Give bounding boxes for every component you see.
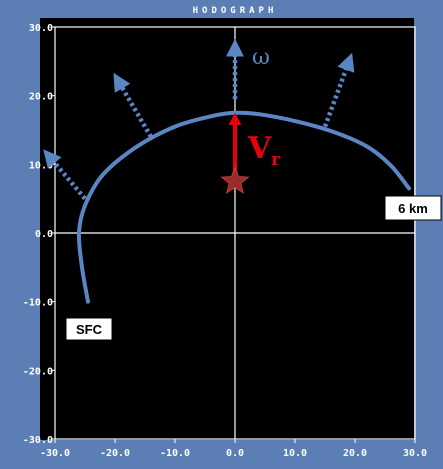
- x-tick-label: -30.0: [40, 448, 70, 459]
- x-tick-label: 30.0: [403, 448, 427, 459]
- y-tick-label: -30.0: [23, 435, 53, 446]
- x-tick-label: -20.0: [100, 448, 130, 459]
- vr-vector: [220, 112, 250, 194]
- y-tick-label: -20.0: [23, 366, 53, 377]
- y-tick-label: 30.0: [29, 23, 53, 34]
- y-tick-label: 10.0: [29, 160, 53, 171]
- x-tick-label: 0.0: [226, 448, 244, 459]
- plot-area: [40, 18, 414, 440]
- chart-title: HODOGRAPH: [193, 6, 278, 16]
- series-layer: [76, 110, 411, 304]
- storm-motion-star: [220, 166, 250, 194]
- vr-label: Vr: [247, 131, 281, 170]
- vorticity-arrows: [43, 38, 355, 201]
- hodograph-line: [76, 110, 411, 304]
- top-label-box: 6 km: [384, 195, 442, 221]
- y-tick-label: 0.0: [35, 229, 53, 240]
- sfc-label-box: SFC: [65, 317, 113, 341]
- x-tick-label: -10.0: [160, 448, 190, 459]
- top-label: 6 km: [398, 201, 428, 216]
- x-tick-label: 10.0: [283, 448, 307, 459]
- y-tick-label: -10.0: [23, 298, 53, 309]
- axis-ticks: -30.0 -20.0 -10.0 0.0 10.0 20.0 30.0 30.0 20.0 10…: [23, 23, 427, 459]
- x-tick-label: 20.0: [343, 448, 367, 459]
- vorticity-arrow: [113, 72, 153, 139]
- omega-label: ω: [252, 45, 270, 70]
- sfc-label: SFC: [76, 322, 103, 337]
- y-tick-label: 20.0: [29, 92, 53, 103]
